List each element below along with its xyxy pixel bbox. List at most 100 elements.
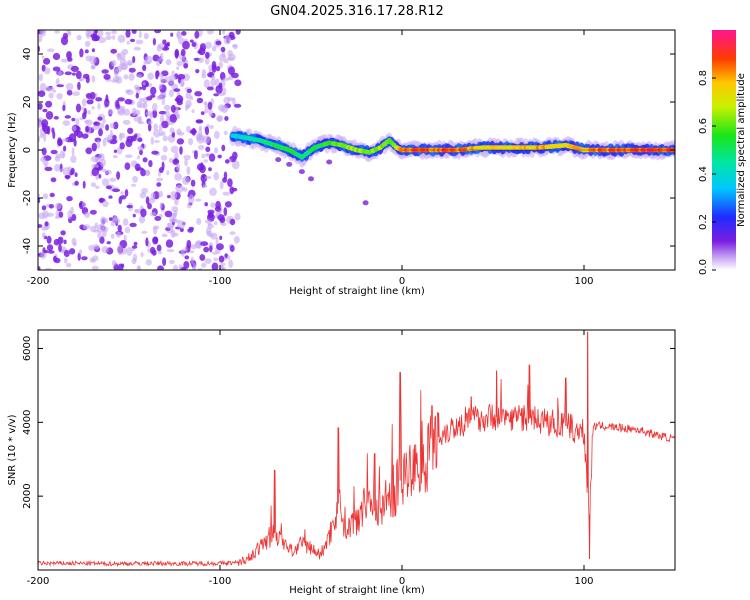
- noise-blob: [181, 31, 187, 36]
- noise-blob: [53, 116, 59, 120]
- noise-blob: [52, 89, 57, 93]
- noise-blob: [119, 132, 126, 139]
- noise-blob: [116, 244, 123, 254]
- noise-blob: [169, 219, 178, 223]
- noise-blob: [78, 249, 83, 255]
- noise-blob: [148, 160, 153, 168]
- noise-blob: [124, 162, 131, 170]
- noise-blob: [62, 120, 71, 126]
- noise-blob: [81, 256, 88, 261]
- noise-blob: [91, 48, 95, 53]
- noise-blob: [120, 62, 129, 71]
- noise-blob: [204, 219, 212, 224]
- noise-blob: [127, 89, 131, 93]
- noise-blob: [184, 246, 188, 251]
- noise-blob: [86, 99, 94, 105]
- noise-blob: [215, 211, 220, 217]
- noise-blob: [176, 128, 182, 135]
- noise-blob: [158, 83, 163, 90]
- noise-blob: [233, 103, 242, 108]
- noise-blob: [171, 206, 179, 213]
- noise-blob: [113, 121, 119, 130]
- noise-blob: [71, 117, 76, 122]
- noise-blob: [123, 74, 129, 80]
- noise-blob: [127, 62, 133, 66]
- noise-blob: [87, 110, 92, 115]
- noise-blob: [94, 121, 98, 126]
- noise-blob: [55, 202, 62, 210]
- noise-blob: [214, 81, 220, 86]
- noise-blob: [158, 123, 163, 132]
- noise-blob: [45, 100, 53, 108]
- noise-blob: [95, 185, 100, 189]
- noise-blob: [127, 127, 134, 134]
- noise-blob: [213, 257, 218, 261]
- noise-blob: [42, 193, 49, 200]
- noise-blob: [64, 174, 71, 179]
- noise-blob: [215, 78, 220, 83]
- noise-blob: [162, 135, 168, 142]
- spectrogram-y-tick-label: 40: [22, 48, 33, 61]
- noise-blob: [133, 109, 141, 116]
- noise-blob: [48, 92, 54, 99]
- noise-blob: [161, 70, 169, 77]
- noise-blob: [150, 136, 154, 145]
- noise-blob: [104, 169, 112, 175]
- noise-blob: [145, 259, 152, 266]
- spectrogram-xlabel: Height of straight line (km): [289, 286, 425, 297]
- noise-blob: [198, 144, 205, 150]
- noise-blob: [186, 203, 192, 209]
- noise-blob: [201, 262, 207, 268]
- noise-blob: [65, 83, 74, 91]
- noise-blob: [103, 73, 111, 80]
- noise-blob: [70, 206, 74, 215]
- noise-blob: [209, 187, 217, 196]
- noise-blob: [41, 232, 46, 238]
- noise-blob: [133, 241, 138, 246]
- noise-blob: [155, 70, 160, 77]
- snr-xlabel: Height of straight line (km): [289, 585, 425, 596]
- noise-blob: [79, 48, 84, 58]
- noise-blob: [176, 163, 181, 171]
- noise-blob: [204, 107, 209, 114]
- noise-blob: [153, 129, 161, 138]
- noise-blob: [64, 115, 72, 119]
- noise-blob: [59, 150, 65, 159]
- noise-blob: [43, 57, 51, 65]
- noise-blob: [169, 114, 178, 123]
- noise-blob: [220, 105, 229, 114]
- noise-blob: [85, 125, 89, 133]
- noise-blob: [145, 196, 150, 205]
- noise-blob: [84, 49, 89, 54]
- noise-blob: [110, 48, 118, 54]
- noise-blob: [235, 30, 241, 35]
- noise-blob: [93, 229, 99, 233]
- noise-blob: [38, 102, 43, 110]
- noise-blob: [173, 88, 181, 92]
- noise-blob: [223, 77, 230, 81]
- noise-blob: [54, 156, 61, 162]
- noise-blob: [186, 88, 192, 93]
- noise-blob: [159, 202, 163, 209]
- noise-blob: [123, 108, 131, 116]
- noise-blob: [160, 75, 165, 84]
- noise-blob: [130, 183, 137, 187]
- noise-blob: [183, 63, 189, 69]
- noise-blob: [108, 195, 113, 199]
- noise-blob: [168, 89, 174, 97]
- noise-blob: [101, 69, 109, 74]
- noise-blob: [184, 159, 188, 167]
- noise-blob: [180, 48, 186, 57]
- noise-blob: [59, 168, 65, 172]
- noise-blob: [178, 264, 183, 270]
- noise-blob: [43, 125, 50, 134]
- noise-blob: [102, 200, 109, 208]
- noise-blob: [91, 163, 99, 169]
- noise-blob: [124, 189, 129, 197]
- noise-blob: [112, 188, 121, 193]
- noise-blob: [48, 204, 55, 209]
- noise-blob: [224, 59, 229, 64]
- noise-blob: [224, 116, 229, 121]
